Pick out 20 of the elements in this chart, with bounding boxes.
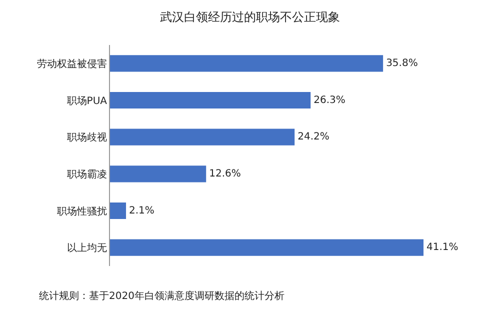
bar bbox=[110, 128, 295, 146]
data-label: 41.1% bbox=[426, 242, 458, 254]
bar bbox=[110, 239, 424, 256]
y-tick-label: 职场PUA bbox=[66, 94, 108, 107]
chart-title: 武汉白领经历过的职场不公正现象 bbox=[160, 10, 340, 24]
data-label: 12.6% bbox=[209, 168, 241, 180]
bar bbox=[110, 92, 311, 109]
bar bbox=[110, 55, 384, 72]
y-tick-label: 劳动权益被侵害 bbox=[37, 58, 107, 70]
y-tick-label: 职场霸凌 bbox=[67, 168, 107, 180]
text: 统计规则：基于2020年白领满意度调研数据的统计分析 bbox=[39, 290, 284, 302]
bar bbox=[110, 166, 206, 182]
data-label: 2.1% bbox=[129, 205, 154, 216]
data-label: 35.8% bbox=[386, 58, 418, 69]
y-tick-label: 职场性骚扰 bbox=[57, 205, 107, 218]
y-tick-label: 职场歧视 bbox=[67, 132, 107, 144]
y-tick-label: 以上均无 bbox=[67, 242, 107, 254]
data-label: 26.3% bbox=[314, 94, 346, 106]
bar bbox=[110, 202, 126, 220]
data-label: 24.2% bbox=[298, 132, 330, 143]
